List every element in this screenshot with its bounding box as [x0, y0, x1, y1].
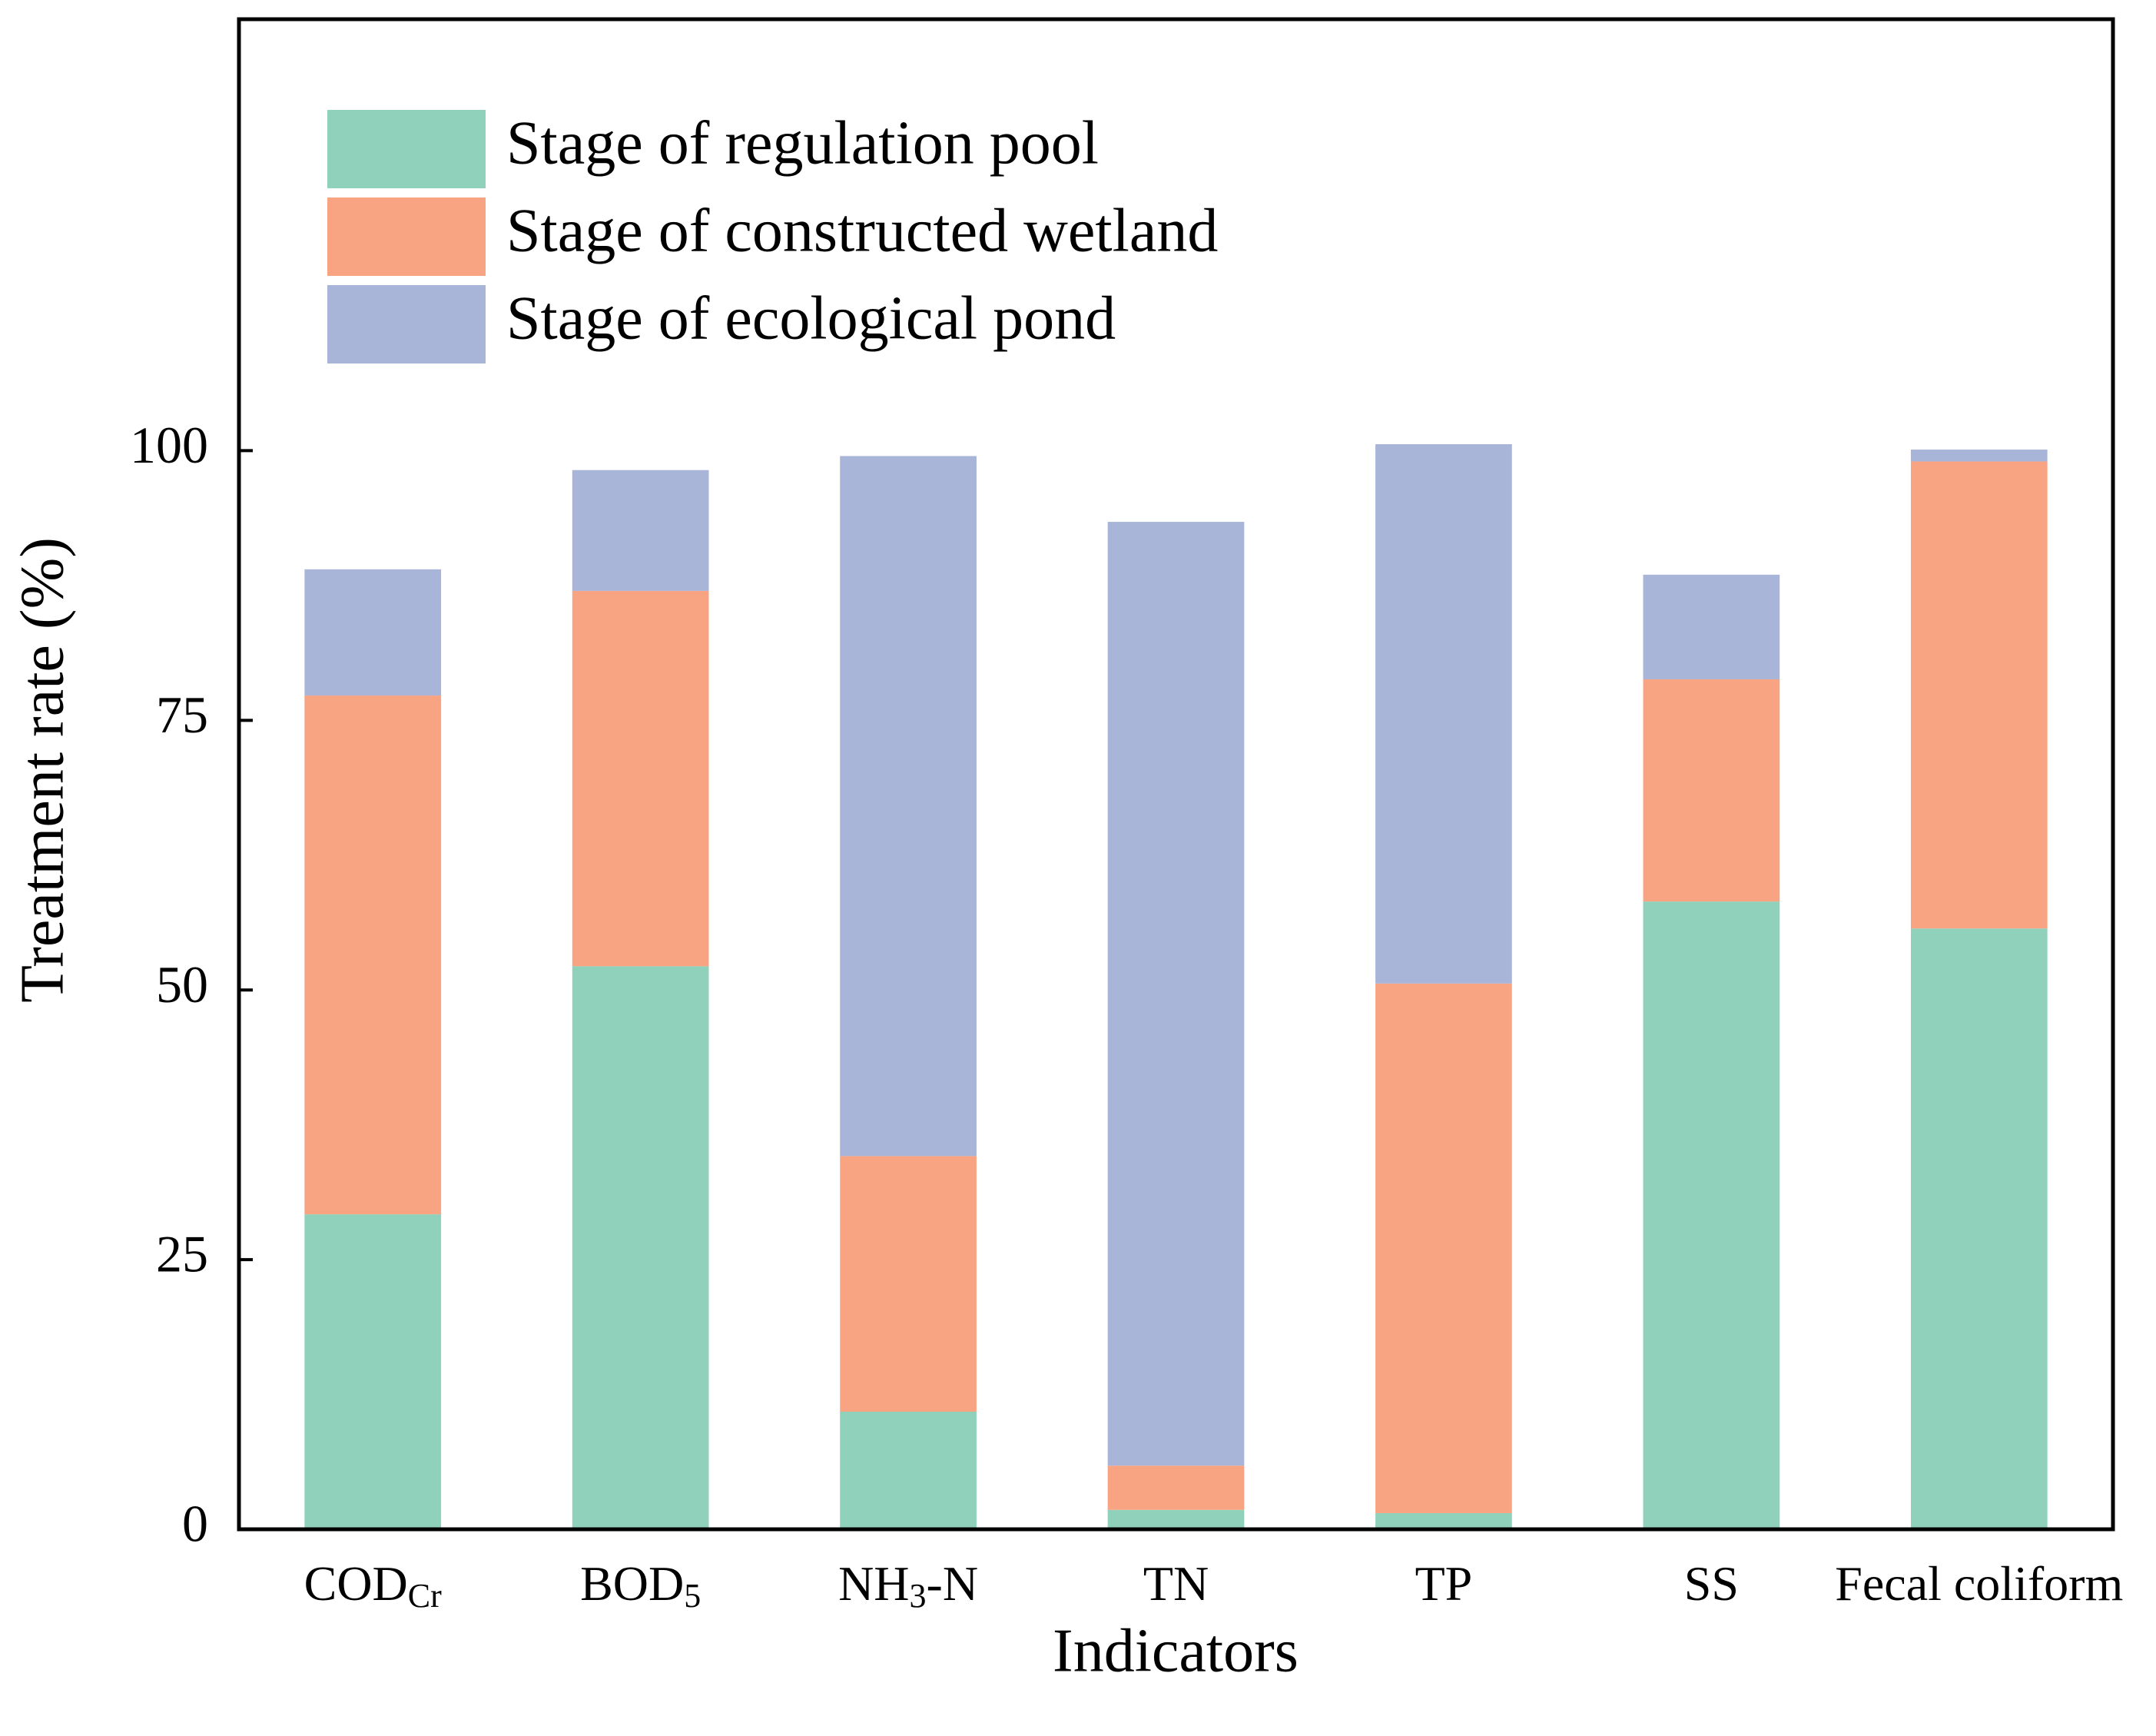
- y-axis-title: Treatment rate (%): [8, 537, 76, 1003]
- legend-label: Stage of ecological pond: [506, 284, 1116, 352]
- x-tick-label: TN: [1143, 1556, 1209, 1611]
- legend-label: Stage of regulation pool: [506, 109, 1099, 177]
- bar-segment: [840, 1412, 977, 1529]
- bar-segment: [304, 695, 442, 1215]
- x-tick-label-part: SS: [1684, 1556, 1739, 1611]
- x-tick-label-part: TP: [1415, 1556, 1473, 1611]
- bar-segment: [1910, 461, 2048, 929]
- x-tick-label-part: Cr: [408, 1577, 442, 1615]
- x-tick-label-part: BOD: [580, 1556, 684, 1611]
- x-axis-title: Indicators: [1053, 1617, 1299, 1685]
- legend-label: Stage of constructed wetland: [506, 197, 1218, 264]
- bar-segment: [572, 590, 709, 967]
- x-tick-label-part: TN: [1143, 1556, 1209, 1611]
- x-tick-label-part: -N: [927, 1556, 979, 1611]
- bar-segment: [1643, 901, 1780, 1529]
- plot-frame: [237, 17, 2115, 1532]
- bar-segment: [572, 470, 709, 591]
- bar-segment: [1375, 444, 1512, 984]
- legend-swatch: [327, 285, 486, 363]
- y-tick-label: 75: [156, 685, 208, 744]
- x-tick-label: Fecal coliform: [1835, 1556, 2123, 1611]
- bar-segment: [1107, 1465, 1245, 1510]
- x-tick-label-part: 3: [910, 1577, 927, 1615]
- bar-segment: [1910, 450, 2048, 462]
- x-tick-label: SS: [1684, 1556, 1739, 1611]
- bar-segment: [1643, 679, 1780, 902]
- x-tick-label-part: 5: [684, 1577, 701, 1615]
- x-tick-label: BOD5: [580, 1556, 701, 1615]
- x-tick-label: TP: [1415, 1556, 1473, 1611]
- x-tick-label: CODCr: [304, 1556, 442, 1615]
- bar-segment: [1643, 574, 1780, 679]
- legend-swatch: [327, 197, 486, 276]
- bar-segment: [1910, 928, 2048, 1529]
- x-tick-label-part: Fecal coliform: [1835, 1556, 2123, 1611]
- bar-segment: [840, 456, 977, 1157]
- bar-segment: [304, 1214, 442, 1529]
- bar-segment: [1107, 522, 1245, 1466]
- bar-segment: [304, 569, 442, 696]
- bar-segment: [1107, 1509, 1245, 1529]
- x-tick-label-part: COD: [304, 1556, 408, 1611]
- bar-segment: [1375, 1512, 1512, 1529]
- x-tick-label-part: NH: [838, 1556, 909, 1611]
- bar-segment: [572, 966, 709, 1529]
- y-tick-label: 50: [156, 955, 208, 1014]
- y-tick-label: 0: [182, 1495, 208, 1553]
- y-tick-label: 100: [130, 416, 208, 474]
- y-tick-label: 25: [156, 1225, 208, 1283]
- legend-swatch: [327, 110, 486, 188]
- bar-segment: [840, 1156, 977, 1412]
- x-tick-label: NH3-N: [838, 1556, 978, 1615]
- bar-segment: [1375, 983, 1512, 1513]
